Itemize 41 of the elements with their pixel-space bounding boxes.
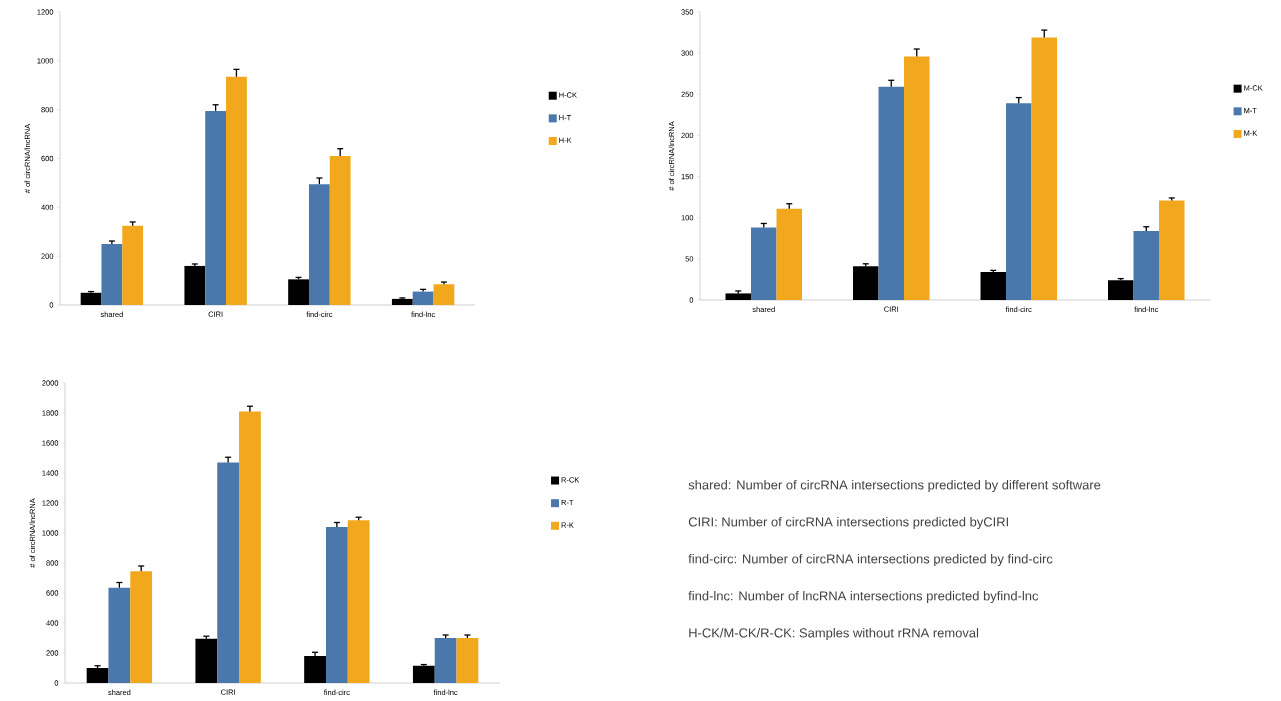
bar [434,638,457,683]
bar [391,298,413,305]
bar [412,291,434,305]
bar [329,156,351,305]
bar [86,668,109,683]
bar [456,638,479,683]
bar [1006,103,1032,300]
bar [980,272,1007,300]
bar [776,208,803,300]
bar [1159,200,1185,300]
bar [751,227,777,300]
bar [1133,230,1160,300]
bar [184,265,206,305]
bar [101,243,123,305]
bar [239,411,261,683]
bar [412,665,435,683]
bar [878,86,905,300]
text: find-lnc: Number of lncRNA intersections predicted byfind-lnc [688,590,1039,604]
bar [80,292,102,305]
text: find-circ: Number of circRNA intersections predicted by find-circ [688,553,1053,567]
text: H-CK/M-CK/R-CK: Samples without rRNA removal [689,627,979,641]
text: CIRI: Number of circRNA intersections predicted byCIRI [688,516,1008,530]
bar [1031,37,1058,300]
bar [304,656,326,683]
bar [347,520,370,683]
bar [308,184,330,305]
bar [904,56,930,300]
bar [108,587,131,683]
text: shared: Number of circRNA intersections predicted by different software [688,479,1101,493]
bar [433,284,455,305]
bar [130,571,153,683]
bar [1108,280,1134,300]
bar [195,638,218,683]
bar [217,462,240,683]
bar [725,293,752,300]
bar [122,225,144,305]
bar [205,110,227,305]
bar [288,279,309,305]
bar [325,527,348,683]
bar [226,76,247,305]
bar [853,266,879,300]
